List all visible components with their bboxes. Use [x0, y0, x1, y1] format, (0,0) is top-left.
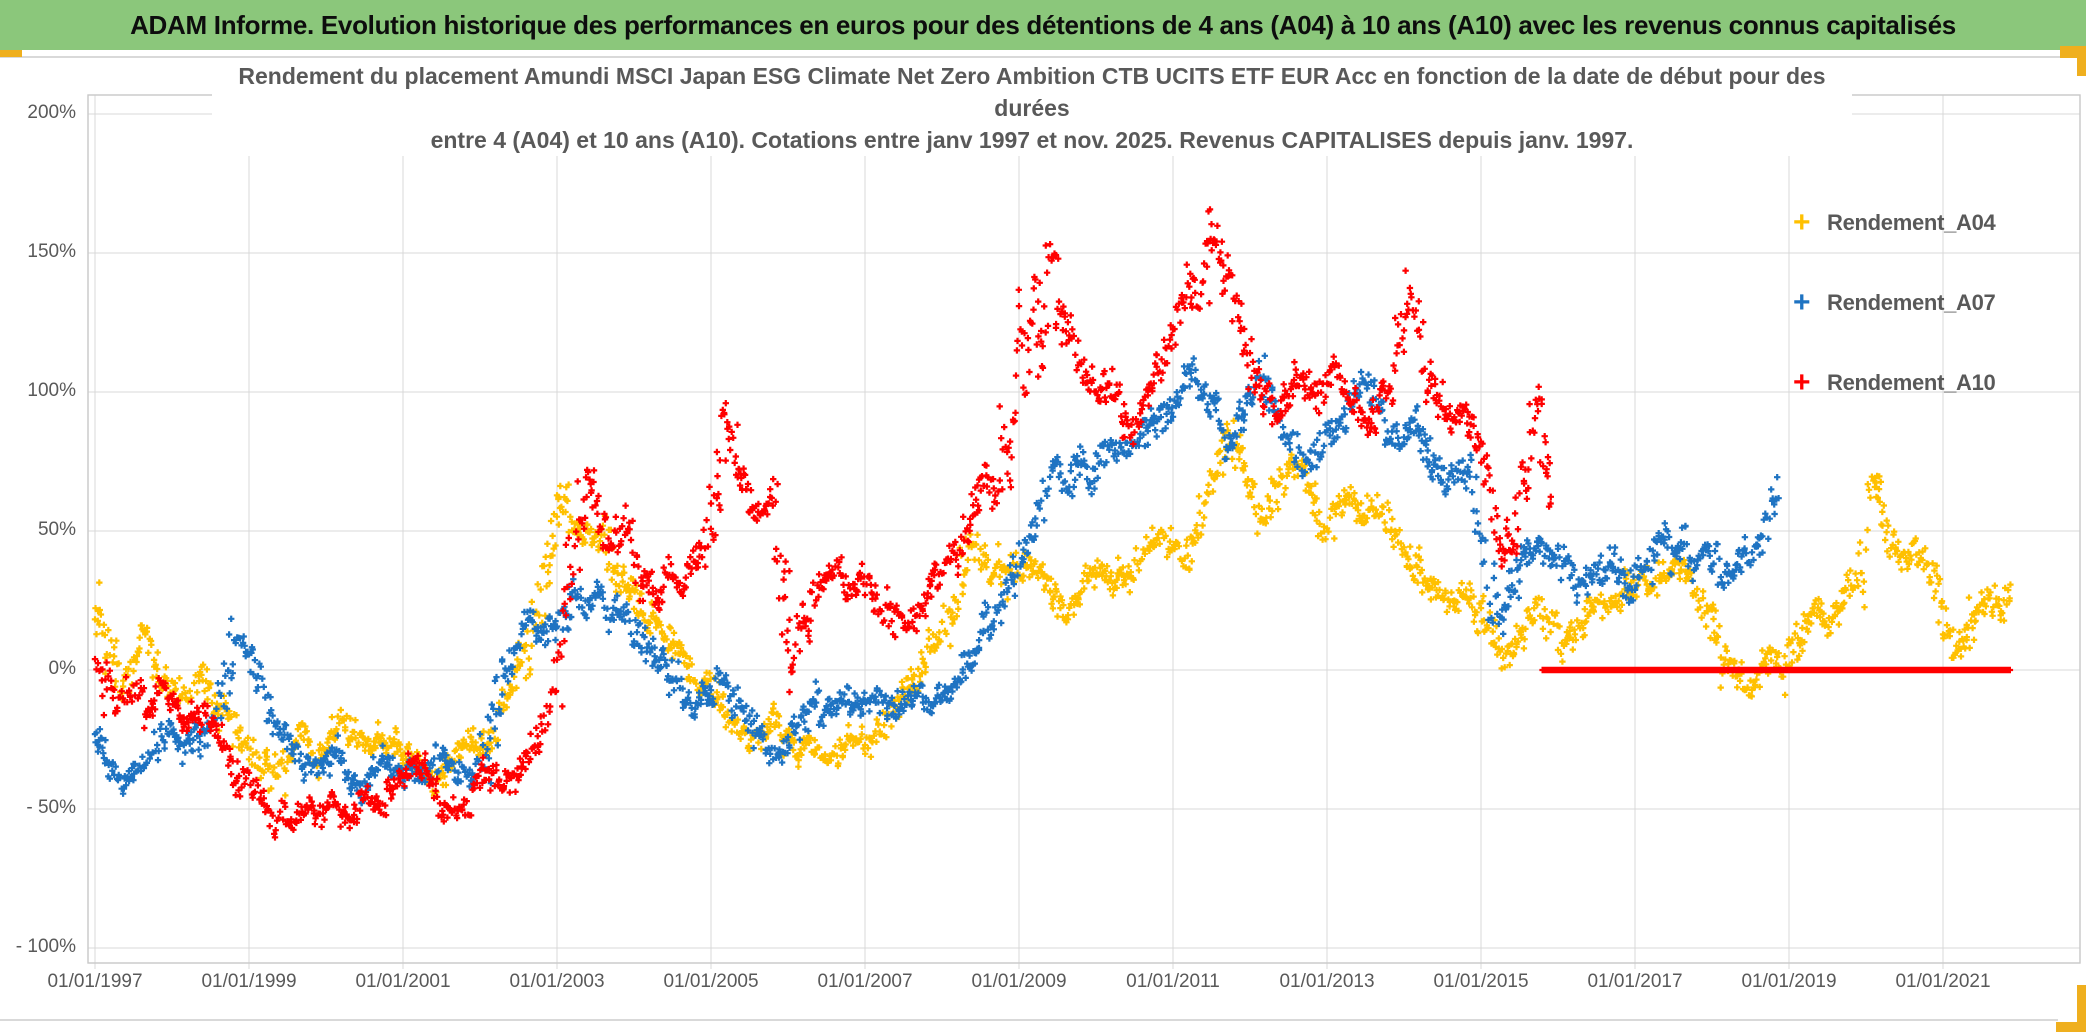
y-axis-tick-label: 50%	[37, 519, 76, 540]
x-axis-tick-label: 01/01/1997	[47, 971, 143, 992]
gold-accent-top-left	[0, 50, 22, 57]
plus-marker-icon: +	[1793, 366, 1811, 399]
x-axis-tick-label: 01/01/2021	[1895, 971, 1991, 992]
x-axis-tick-label: 01/01/2007	[817, 971, 913, 992]
gold-accent-top-right-edge	[2077, 46, 2086, 76]
legend-item-rendement-a07[interactable]: + Rendement_A07	[1793, 263, 1996, 343]
y-axis-tick-label: - 100%	[15, 936, 76, 957]
series-rendement-a10-points[interactable]	[91, 206, 2014, 841]
x-axis-tick-label: 01/01/1999	[201, 971, 297, 992]
legend-item-rendement-a10[interactable]: + Rendement_A10	[1793, 343, 1996, 423]
x-axis-tick-label: 01/01/2005	[663, 971, 759, 992]
plus-marker-icon: +	[1793, 206, 1811, 239]
x-axis-tick-label: 01/01/2015	[1433, 971, 1529, 992]
legend-label: Rendement_A10	[1827, 370, 1996, 395]
x-axis-tick-label: 01/01/2001	[355, 971, 451, 992]
series-rendement-a07-points[interactable]	[91, 352, 1782, 807]
x-axis-tick-label: 01/01/2019	[1741, 971, 1837, 992]
legend-item-rendement-a04[interactable]: + Rendement_A04	[1793, 183, 1996, 263]
y-axis-tick-label: 200%	[27, 102, 76, 123]
x-axis-tick-label: 01/01/2003	[509, 971, 605, 992]
chart-legend: + Rendement_A04 + Rendement_A07 + Rendem…	[1793, 183, 1996, 423]
chart-title-line3: entre 4 (A04) et 10 ans (A10). Cotations…	[430, 127, 1634, 153]
x-axis-tick-label: 01/01/2017	[1587, 971, 1683, 992]
divider-line-top	[0, 56, 2086, 58]
x-axis-tick-label: 01/01/2011	[1126, 971, 1220, 992]
y-axis-tick-label: 0%	[48, 658, 76, 679]
legend-label: Rendement_A07	[1827, 290, 1996, 315]
x-axis-tick-label: 01/01/2009	[971, 971, 1067, 992]
x-axis-tick-label: 01/01/2013	[1279, 971, 1375, 992]
series-rendement-a04-points[interactable]	[91, 417, 2014, 799]
plus-marker-icon: +	[1793, 286, 1811, 319]
divider-line-bottom	[0, 1019, 2058, 1021]
banner-title: ADAM Informe. Evolution historique des p…	[130, 9, 1956, 40]
chart-title-line1: Rendement du placement Amundi MSCI Japan…	[238, 63, 1826, 89]
y-axis-tick-label: 150%	[27, 241, 76, 262]
gold-accent-bottom-right	[2056, 1022, 2086, 1032]
plot-frame	[87, 94, 2081, 964]
gold-accent-bottom-right-edge	[2077, 985, 2086, 1032]
gridlines	[88, 95, 2080, 969]
chart-title-line2: durées	[994, 95, 1070, 121]
header-banner: ADAM Informe. Evolution historique des p…	[0, 0, 2086, 50]
y-axis-tick-label: 100%	[27, 380, 76, 401]
y-axis-tick-label: - 50%	[26, 797, 76, 818]
chart-title: Rendement du placement Amundi MSCI Japan…	[212, 60, 1852, 156]
legend-label: Rendement_A04	[1827, 210, 1996, 235]
